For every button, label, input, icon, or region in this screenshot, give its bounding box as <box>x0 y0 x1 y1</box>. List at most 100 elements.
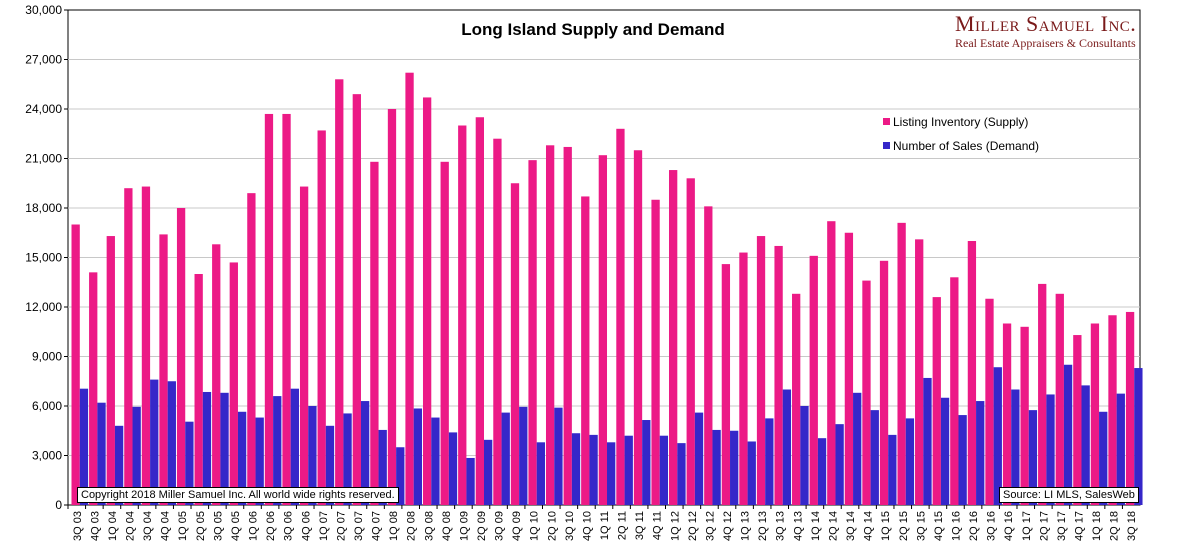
x-tick-label: 1Q 05 <box>177 511 189 541</box>
x-tick-label: 4Q 07 <box>371 511 383 541</box>
x-tick-label: 2Q 11 <box>617 511 629 540</box>
bar-supply <box>967 241 977 505</box>
bar-demand <box>607 442 616 505</box>
bar-supply <box>669 170 678 506</box>
bar-demand <box>694 412 704 505</box>
x-tick-label: 2Q 05 <box>195 511 207 541</box>
bar-demand <box>150 379 159 505</box>
bar-supply <box>387 109 397 505</box>
bar-supply <box>1002 323 1012 505</box>
bar-supply <box>317 130 326 505</box>
x-tick-label: 1Q 14 <box>810 511 822 541</box>
x-tick-label: 4Q 13 <box>792 511 804 541</box>
bar-supply <box>739 252 748 505</box>
bar-supply <box>159 234 168 505</box>
bar-supply <box>721 264 731 505</box>
x-tick-label: 3Q 06 <box>283 511 295 541</box>
x-tick-label: 2Q 09 <box>476 511 488 541</box>
x-tick-label: 4Q 05 <box>230 511 242 541</box>
bar-demand <box>940 397 950 505</box>
bar-demand <box>484 439 493 505</box>
bar-demand <box>536 442 546 505</box>
bar-demand <box>237 411 247 505</box>
x-tick-label: 1Q 11 <box>599 511 611 540</box>
bar-demand <box>519 406 528 505</box>
x-tick-label: 2Q 07 <box>335 511 347 541</box>
bar-supply <box>651 199 660 505</box>
x-tick-label: 3Q 13 <box>775 511 787 541</box>
x-tick-label: 3Q 05 <box>212 511 224 541</box>
bar-demand <box>905 418 915 506</box>
bar-supply <box>897 222 906 505</box>
x-tick-label: 1Q 06 <box>248 511 260 541</box>
legend: Listing Inventory (Supply) Number of Sal… <box>883 115 1039 153</box>
bar-demand <box>747 441 756 505</box>
bar-supply <box>809 255 818 505</box>
x-tick-label: 1Q 10 <box>529 511 541 541</box>
bar-demand <box>1134 368 1143 505</box>
bar-supply <box>493 138 502 505</box>
x-tick-label: 3Q 14 <box>845 511 857 541</box>
bar-demand <box>993 367 1002 505</box>
legend-label-demand: Number of Sales (Demand) <box>893 139 1039 153</box>
bar-demand <box>114 425 124 505</box>
bar-demand <box>554 407 563 505</box>
x-tick-label: 2Q 04 <box>125 511 137 541</box>
bar-demand <box>413 408 422 505</box>
bar-supply <box>194 274 203 505</box>
y-tick-label: 9,000 <box>32 350 62 364</box>
bar-supply <box>229 262 238 505</box>
bar-demand <box>431 417 440 505</box>
bar-demand <box>97 402 106 505</box>
y-axis: 0 3,000 6,000 9,000 12,000 15,000 18,000 21,000… <box>25 3 68 512</box>
bar-supply <box>352 94 361 506</box>
x-tick-label: 1Q 18 <box>1091 511 1103 541</box>
bar-demand <box>343 413 352 505</box>
bar-demand <box>448 432 458 505</box>
x-tick-label: 3Q 17 <box>1056 511 1068 541</box>
bar-supply <box>1073 335 1082 505</box>
legend-label-supply: Listing Inventory (Supply) <box>893 115 1028 129</box>
x-tick-label: 4Q 17 <box>1073 511 1085 541</box>
x-tick-label: 1Q 17 <box>1021 511 1033 541</box>
bar-supply <box>264 113 274 505</box>
bar-demand <box>378 429 387 505</box>
bar-supply <box>282 113 291 505</box>
bar-supply <box>89 272 98 505</box>
bar-supply <box>879 260 889 505</box>
bar-supply <box>862 280 871 505</box>
bar-demand <box>730 430 739 505</box>
bar-supply <box>247 193 256 505</box>
bar-demand <box>132 406 141 505</box>
bar-demand <box>976 401 985 505</box>
x-tick-label: 3Q 10 <box>564 511 576 541</box>
bar-demand <box>220 392 229 505</box>
bar-demand <box>624 435 633 505</box>
bar-supply <box>528 160 537 505</box>
brand-subtitle: Real Estate Appraisers & Consultants <box>955 36 1136 50</box>
bar-demand <box>1028 410 1038 506</box>
bar-supply <box>440 161 449 506</box>
bar-demand <box>1063 364 1073 505</box>
y-tick-label: 18,000 <box>25 201 62 215</box>
bar-demand <box>835 424 844 505</box>
bar-supply <box>1108 315 1117 505</box>
bar-demand <box>677 443 686 506</box>
bar-demand <box>870 410 879 506</box>
bar-demand <box>308 406 317 505</box>
y-tick-label: 15,000 <box>25 251 62 265</box>
x-tick-label: 4Q 08 <box>441 511 453 541</box>
bar-supply <box>299 186 309 506</box>
bar-supply <box>545 145 555 506</box>
x-tick-label: 4Q 11 <box>652 511 664 540</box>
x-tick-label: 1Q 04 <box>107 511 119 541</box>
bar-supply <box>581 196 590 505</box>
x-tick-label: 1Q 16 <box>950 511 962 541</box>
bar-supply <box>458 125 467 505</box>
x-tick-label: 3Q 16 <box>986 511 998 541</box>
x-tick-label: 3Q 09 <box>494 511 506 541</box>
bar-supply <box>598 155 608 505</box>
bar-demand <box>167 381 176 505</box>
bar-demand <box>765 418 774 506</box>
bar-supply <box>686 178 695 506</box>
